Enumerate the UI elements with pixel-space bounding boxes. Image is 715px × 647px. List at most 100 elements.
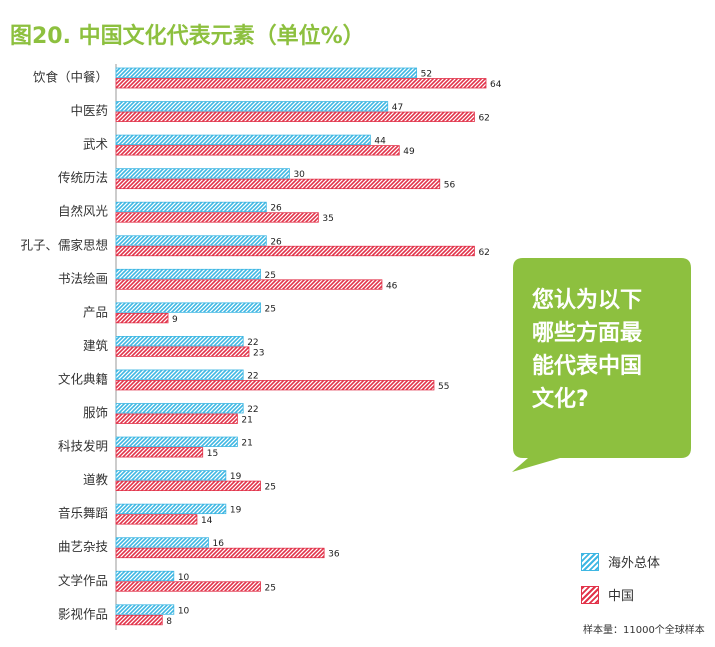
value-label-overseas: 21 (241, 439, 252, 449)
bar-overseas (115, 302, 261, 313)
bar-overseas (115, 470, 227, 481)
value-label-overseas: 25 (265, 271, 276, 281)
category-label: 文化典籍 (58, 371, 108, 386)
category-label: 曲艺杂技 (58, 539, 109, 554)
bar-overseas (115, 235, 267, 246)
bar-china (115, 480, 261, 492)
value-label-overseas: 26 (270, 204, 282, 214)
value-label-overseas: 47 (392, 103, 403, 113)
category-label: 建筑 (83, 338, 109, 353)
value-label-china: 25 (265, 583, 276, 593)
bar-overseas (115, 335, 244, 347)
bar-overseas (115, 201, 267, 213)
value-label-china: 49 (403, 147, 415, 157)
legend-item-overseas: 海外总体 (581, 552, 660, 571)
value-label-china: 23 (253, 348, 264, 358)
value-label-overseas: 22 (247, 338, 258, 348)
callout-line: 您认为以下 (532, 288, 643, 313)
bar-overseas (115, 570, 175, 582)
bar-overseas (115, 134, 371, 146)
bar-china (115, 380, 435, 391)
callout-line: 能代表中国 (532, 354, 643, 379)
value-label-overseas: 22 (247, 371, 258, 381)
bar-china (115, 245, 475, 257)
category-label: 道教 (83, 472, 109, 487)
legend-swatch-china (581, 585, 599, 604)
category-label: 自然风光 (58, 204, 108, 219)
legend-label: 中国 (608, 589, 635, 604)
value-label-china: 36 (328, 550, 340, 560)
category-label: 饮食（中餐） (33, 70, 108, 85)
legend-item-china: 中国 (581, 585, 634, 604)
legend-swatch-overseas (581, 552, 599, 571)
bar-china (115, 145, 400, 156)
bar-overseas (115, 101, 389, 112)
bar-china (115, 279, 383, 290)
value-label-overseas: 52 (421, 70, 432, 80)
value-label-china: 35 (322, 214, 333, 224)
value-label-china: 64 (490, 80, 502, 90)
bar-china (115, 581, 261, 592)
value-label-china: 55 (438, 382, 449, 392)
value-label-overseas: 44 (374, 137, 386, 147)
bar-china (115, 78, 487, 89)
category-label: 科技发明 (58, 439, 108, 454)
value-label-overseas: 19 (230, 472, 242, 482)
bar-china (115, 178, 441, 190)
category-labels-group: 饮食（中餐） 中医药武术传统历法自然风光孔子、儒家思想书法绘画产品建筑文化典籍服饰… (20, 70, 108, 622)
legend-label: 海外总体 (608, 556, 661, 571)
bar-china (115, 111, 475, 122)
value-label-china: 56 (444, 181, 456, 191)
callout-text: 您认为以下 哪些方面最 能代表中国 文化? (532, 284, 682, 416)
value-label-overseas: 16 (213, 539, 225, 549)
category-label: 影视作品 (58, 606, 108, 621)
bar-china (115, 514, 198, 525)
bar-overseas (115, 369, 244, 380)
value-label-china: 8 (166, 617, 172, 627)
bar-china (115, 212, 319, 223)
bar-overseas (115, 436, 238, 447)
bar-china (115, 346, 250, 357)
category-label: 孔子、儒家思想 (20, 237, 108, 252)
value-label-china: 62 (478, 114, 489, 124)
callout-line: 哪些方面最 (532, 321, 643, 346)
bar-china (115, 447, 204, 458)
category-label: 武术 (83, 137, 109, 152)
bar-china (115, 547, 325, 559)
callout-bubble (512, 258, 691, 472)
bar-china (115, 413, 238, 424)
value-label-overseas: 10 (178, 606, 190, 616)
bar-overseas (115, 537, 209, 548)
sample-size-note: 样本量：11000个全球样本 (583, 625, 705, 636)
category-label: 文学作品 (58, 573, 108, 588)
value-label-china: 15 (207, 449, 218, 459)
value-label-china: 21 (241, 416, 252, 426)
value-label-overseas: 10 (178, 573, 190, 583)
bar-china (115, 614, 163, 626)
value-label-china: 62 (478, 248, 489, 258)
value-label-china: 9 (172, 315, 178, 325)
category-label: 书法绘画 (58, 271, 108, 286)
category-label: 传统历法 (58, 170, 108, 185)
value-label-overseas: 26 (270, 237, 282, 247)
value-label-overseas: 19 (230, 506, 242, 516)
value-label-china: 46 (386, 281, 398, 291)
value-label-overseas: 25 (265, 304, 276, 314)
category-label: 中医药 (70, 103, 108, 118)
callout-line: 文化? (532, 387, 589, 412)
value-label-china: 14 (201, 516, 213, 526)
bar-overseas (115, 67, 418, 78)
value-label-overseas: 30 (293, 170, 305, 180)
bars-group (115, 67, 487, 626)
bar-overseas (115, 604, 175, 615)
category-label: 音乐舞蹈 (58, 506, 108, 521)
bar-overseas (115, 268, 261, 280)
value-label-overseas: 22 (247, 405, 258, 415)
bar-overseas (115, 403, 244, 414)
category-label: 服饰 (83, 405, 108, 420)
bar-overseas (115, 503, 227, 515)
category-label: 产品 (83, 304, 108, 319)
value-label-china: 25 (265, 483, 276, 493)
bar-overseas (115, 168, 290, 179)
